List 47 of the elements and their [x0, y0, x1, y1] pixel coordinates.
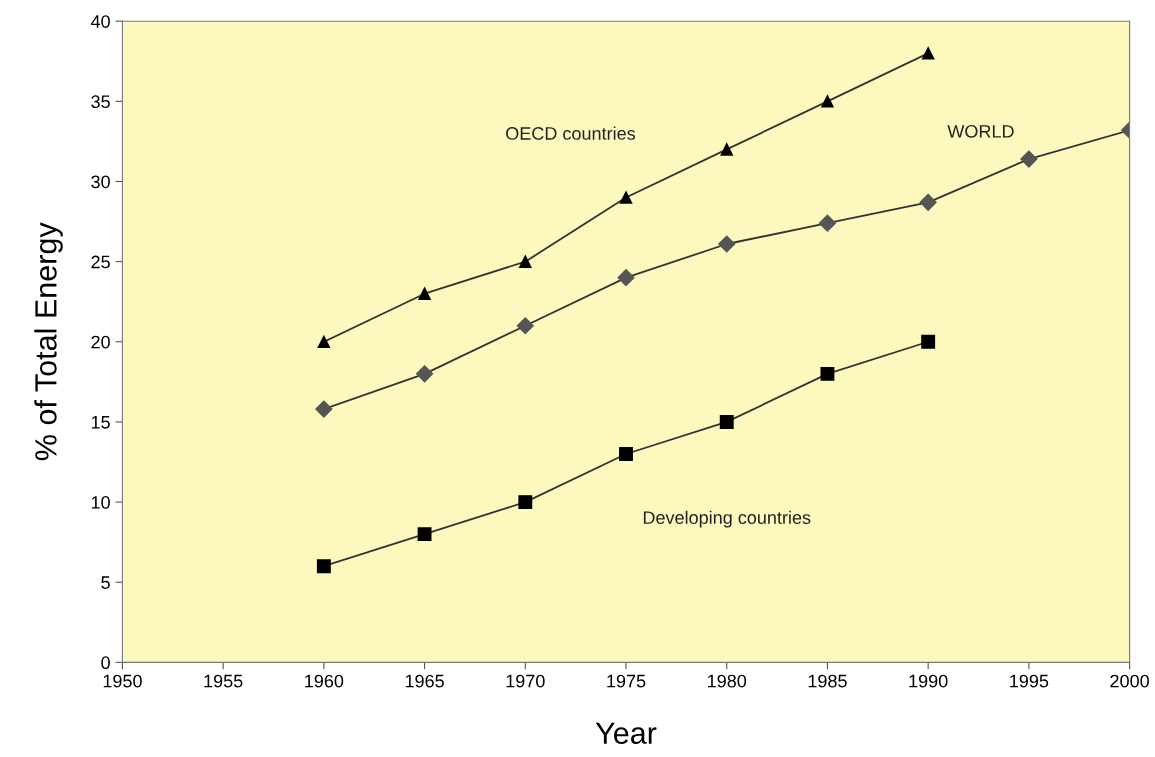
point — [418, 287, 431, 300]
point — [921, 47, 935, 60]
point — [718, 235, 736, 253]
point — [821, 95, 834, 108]
point — [719, 414, 734, 429]
point — [820, 366, 835, 381]
point — [919, 193, 937, 211]
y-tick-label: 0 — [101, 656, 110, 670]
point — [720, 143, 733, 156]
point — [1020, 150, 1038, 168]
point — [818, 214, 836, 232]
x-axis-title: Year — [595, 722, 657, 745]
text: Developing countries — [643, 510, 811, 528]
y-tick-label: 30 — [91, 175, 110, 189]
point — [416, 365, 434, 383]
point — [518, 495, 533, 510]
point — [516, 317, 534, 335]
point — [417, 527, 432, 542]
y-tick-label: 35 — [91, 95, 110, 109]
y-tick-label: 40 — [90, 15, 110, 28]
x-tick-label: 1960 — [305, 674, 344, 688]
point — [921, 334, 936, 349]
point — [519, 255, 532, 268]
x-tick-label: 1990 — [909, 674, 948, 688]
y-tick-label: 20 — [91, 335, 110, 349]
x-tick-label: 1970 — [506, 674, 545, 688]
point — [619, 191, 633, 204]
series-label: WORLD — [947, 124, 1014, 138]
x-tick-label: 1995 — [1010, 674, 1049, 688]
x-tick-label: 1950 — [103, 674, 142, 688]
y-tick-label: 15 — [91, 416, 110, 429]
x-tick-label: 1985 — [808, 674, 847, 688]
x-tick-label: 1965 — [405, 674, 444, 688]
y-tick-label: 10 — [91, 496, 110, 509]
x-tick-label: 1955 — [204, 674, 243, 688]
x-tick-label: 1980 — [708, 674, 747, 688]
x-tick-label: 1975 — [607, 674, 646, 688]
point — [315, 400, 333, 418]
y-tick-label: 5 — [101, 576, 110, 589]
x-tick-label: 2000 — [1110, 674, 1149, 688]
point — [316, 559, 331, 574]
point — [619, 447, 633, 461]
point — [317, 335, 331, 349]
point — [617, 269, 635, 287]
y-tick-label: 25 — [91, 255, 110, 269]
text: OECD countries — [506, 126, 636, 140]
y-axis-title: % of Total Energy — [34, 222, 63, 461]
